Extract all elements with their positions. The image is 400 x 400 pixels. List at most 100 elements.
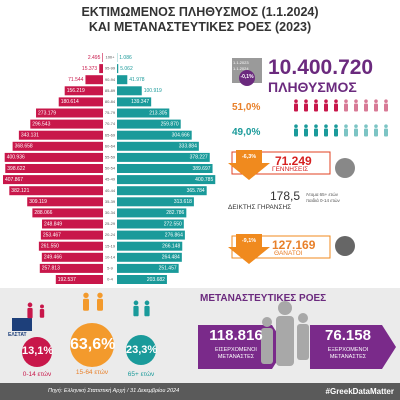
value-label: 71.544 xyxy=(68,77,84,83)
period-end: 1.1.2024 xyxy=(233,66,249,71)
value-label: 5.062 xyxy=(120,66,133,72)
value-label: 365.784 xyxy=(187,188,205,194)
bar xyxy=(58,97,103,107)
person-icon xyxy=(294,124,298,128)
bar xyxy=(102,53,103,62)
inflows-value: 118.816 xyxy=(209,327,263,344)
person-icon xyxy=(344,103,348,112)
value-label: 41.978 xyxy=(129,77,145,83)
share-circle xyxy=(70,323,114,367)
deaths-label: ΘΑΝΑΤΟΙ xyxy=(274,250,303,257)
bar xyxy=(117,64,119,74)
ageing-index-value: 178,5 xyxy=(270,189,301,203)
bar xyxy=(41,219,103,229)
age-label: 35-39 xyxy=(105,199,116,204)
person-icon xyxy=(304,99,308,103)
value-label: 139.347 xyxy=(131,99,149,105)
births-arrow xyxy=(228,150,270,180)
bar xyxy=(117,108,170,118)
value-label: 282.786 xyxy=(166,210,184,216)
bar xyxy=(117,86,142,96)
bar xyxy=(117,141,199,151)
age-label: 0-4 xyxy=(107,277,114,282)
bar xyxy=(117,197,194,207)
person-icon xyxy=(133,305,139,317)
men-share: 49,0% xyxy=(232,127,261,138)
age-label: 5-9 xyxy=(107,265,114,270)
bar xyxy=(117,208,187,218)
bar xyxy=(117,263,179,273)
bar xyxy=(32,208,103,218)
value-label: 266.148 xyxy=(162,244,180,250)
bar xyxy=(64,86,103,96)
value-label: 261.550 xyxy=(41,244,59,250)
age-label: 75-79 xyxy=(105,110,116,115)
bar xyxy=(30,119,104,129)
bar xyxy=(9,186,103,196)
bar xyxy=(117,186,207,196)
share-label: 65+ ετών xyxy=(127,371,155,378)
person-icon xyxy=(144,305,150,317)
births-change: -6,3% xyxy=(241,154,257,160)
person-icon xyxy=(384,128,388,137)
person-icon xyxy=(344,124,348,128)
deaths-arrow xyxy=(228,234,270,264)
bar xyxy=(36,108,103,118)
bar xyxy=(117,230,185,240)
bar xyxy=(40,230,103,240)
value-label: 343.131 xyxy=(21,133,39,139)
value-label: 368.658 xyxy=(15,144,33,150)
title: ΚΑΙ ΜΕΤΑΝΑΣΤΕΥΤΙΚΕΣ ΡΟΕΣ (2023) xyxy=(88,20,312,34)
person-icon xyxy=(324,128,328,137)
hashtag: #GreekDataMatter xyxy=(325,387,394,396)
value-label: 264.484 xyxy=(162,255,180,261)
age-label: 10-14 xyxy=(105,254,116,259)
person-icon xyxy=(294,128,298,137)
age-label: 70-74 xyxy=(105,121,116,126)
bar xyxy=(4,152,104,162)
age-label: 25-29 xyxy=(105,221,116,226)
births-value: 71.249 xyxy=(275,154,312,168)
person-icon xyxy=(324,124,328,128)
person-icon xyxy=(334,124,338,128)
change-badge xyxy=(239,70,255,86)
person-icon xyxy=(384,124,388,128)
age-label: 100+ xyxy=(105,55,115,60)
population-label: ΠΛΗΘΥΣΜΟΣ xyxy=(268,79,357,95)
bar xyxy=(99,64,103,74)
bar xyxy=(117,241,183,251)
bar xyxy=(5,164,103,173)
bar xyxy=(117,152,210,162)
value-label: 407.867 xyxy=(5,177,23,183)
person-icon xyxy=(384,99,388,103)
person-icon xyxy=(83,298,89,311)
value-label: 272.550 xyxy=(164,221,182,227)
births-label: ΓΕΝΝΗΣΕΙΣ xyxy=(272,166,309,173)
value-label: 213.305 xyxy=(149,110,167,116)
value-label: 273.179 xyxy=(38,110,56,116)
person-icon xyxy=(304,128,308,137)
age-label: 80-84 xyxy=(105,99,116,104)
value-label: 251.457 xyxy=(159,266,177,272)
share-circle xyxy=(126,335,156,365)
age-label: 15-19 xyxy=(105,243,116,248)
age-label: 40-44 xyxy=(105,188,116,193)
bar xyxy=(18,130,103,140)
outflows-value: 76.158 xyxy=(325,327,371,344)
age-label: 60-64 xyxy=(105,143,116,148)
bar xyxy=(117,130,192,140)
share-label: 0-14 ετών xyxy=(22,371,52,378)
value-label: 309.119 xyxy=(29,199,47,205)
family-icon xyxy=(261,301,309,366)
bar xyxy=(117,164,213,173)
person-icon xyxy=(344,99,348,103)
deaths-value: 127.169 xyxy=(272,238,316,252)
value-label: 257.813 xyxy=(42,266,60,272)
person-icon xyxy=(324,103,328,112)
age-label: 95-99 xyxy=(105,66,116,71)
age-label: 55-59 xyxy=(105,154,116,159)
outflows-label: ΕΞΕΡΧΟΜΕΝΟΙ ΜΕΤΑΝΑΣΤΕΣ xyxy=(327,347,369,360)
share-value: 13,1% xyxy=(22,345,54,357)
person-icon xyxy=(83,292,89,298)
